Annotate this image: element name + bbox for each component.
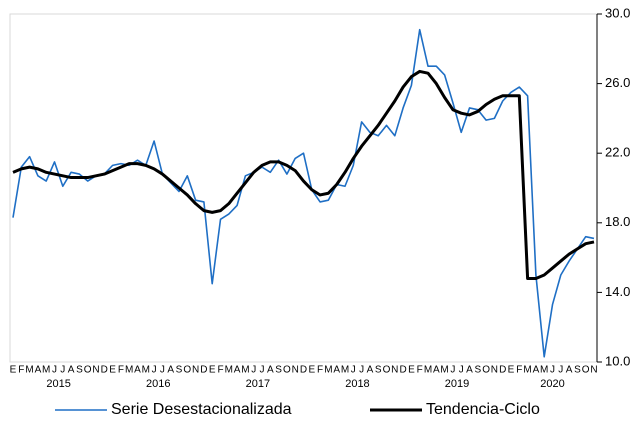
x-tick-label: A <box>68 365 75 376</box>
x-tick-label: J <box>260 365 265 376</box>
x-tick-label: A <box>533 365 540 376</box>
year-label: 2018 <box>345 378 369 390</box>
x-tick-label: F <box>516 365 522 376</box>
x-tick-label: J <box>550 365 555 376</box>
y-tick-label: 30.0 <box>605 5 630 20</box>
legend-label: Tendencia-Ciclo <box>426 401 540 418</box>
x-tick-label: A <box>367 365 374 376</box>
x-tick-label: E <box>10 365 17 376</box>
plot-frame <box>9 13 598 363</box>
x-tick-label: M <box>42 365 50 376</box>
x-tick-label: D <box>200 365 207 376</box>
x-tick-label: E <box>308 365 315 376</box>
x-tick-label: M <box>25 365 33 376</box>
x-tick-label: A <box>167 365 174 376</box>
x-tick-label: A <box>466 365 473 376</box>
x-tick-label: J <box>160 365 165 376</box>
x-tick-label: A <box>267 365 274 376</box>
x-tick-label: M <box>341 365 349 376</box>
x-tick-label: M <box>241 365 249 376</box>
x-tick-label: A <box>566 365 573 376</box>
x-tick-label: O <box>283 365 291 376</box>
x-tick-label: F <box>217 365 223 376</box>
series-line <box>12 28 595 358</box>
year-label: 2019 <box>445 378 469 390</box>
y-tick-label: 10.0 <box>605 353 630 368</box>
x-tick-label: E <box>109 365 116 376</box>
x-tick-label: S <box>474 365 481 376</box>
x-tick-label: E <box>209 365 216 376</box>
y-tick-label: 18.0 <box>605 214 630 229</box>
x-tick-label: N <box>590 365 597 376</box>
x-tick-label: A <box>234 365 241 376</box>
x-tick-label: O <box>183 365 191 376</box>
x-tick-label: F <box>18 365 24 376</box>
year-label: 2017 <box>246 378 270 390</box>
x-tick-label: D <box>101 365 108 376</box>
x-tick-label: S <box>375 365 382 376</box>
x-tick-label: M <box>225 365 233 376</box>
x-tick-label: S <box>176 365 183 376</box>
x-tick-label: M <box>125 365 133 376</box>
x-tick-label: J <box>359 365 364 376</box>
legend-label: Serie Desestacionalizada <box>111 401 292 418</box>
x-tick-label: J <box>450 365 455 376</box>
x-tick-label: S <box>76 365 83 376</box>
x-tick-label: D <box>300 365 307 376</box>
x-tick-label: N <box>491 365 498 376</box>
x-tick-label: O <box>383 365 391 376</box>
x-tick-label: J <box>459 365 464 376</box>
x-tick-label: M <box>440 365 448 376</box>
x-tick-label: S <box>275 365 282 376</box>
x-tick-label: A <box>134 365 141 376</box>
y-tick-label: 22.0 <box>605 145 630 160</box>
x-tick-label: J <box>251 365 256 376</box>
x-tick-label: O <box>84 365 92 376</box>
x-tick-label: D <box>399 365 406 376</box>
x-tick-label: J <box>558 365 563 376</box>
x-tick-label: A <box>333 365 340 376</box>
x-tick-label: N <box>92 365 99 376</box>
x-tick-label: O <box>482 365 490 376</box>
x-tick-label: J <box>152 365 157 376</box>
x-tick-label: A <box>35 365 42 376</box>
x-tick-label: N <box>391 365 398 376</box>
x-tick-label: F <box>118 365 124 376</box>
x-tick-label: M <box>142 365 150 376</box>
x-tick-label: M <box>324 365 332 376</box>
x-tick-label: D <box>499 365 506 376</box>
series-line <box>12 69 595 280</box>
x-tick-label: M <box>424 365 432 376</box>
year-label: 2020 <box>540 378 564 390</box>
x-tick-label: M <box>540 365 548 376</box>
x-tick-label: S <box>574 365 581 376</box>
x-tick-label: J <box>60 365 65 376</box>
x-tick-label: O <box>582 365 590 376</box>
x-tick-label: J <box>52 365 57 376</box>
y-tick-label: 14.0 <box>605 284 630 299</box>
year-label: 2016 <box>146 378 170 390</box>
y-tick-label: 26.0 <box>605 75 630 90</box>
x-tick-label: A <box>433 365 440 376</box>
x-tick-label: F <box>417 365 423 376</box>
x-tick-label: E <box>408 365 415 376</box>
x-tick-label: F <box>317 365 323 376</box>
x-tick-label: N <box>192 365 199 376</box>
x-tick-label: N <box>292 365 299 376</box>
x-tick-label: E <box>508 365 515 376</box>
x-tick-label: J <box>351 365 356 376</box>
year-label: 2015 <box>46 378 70 390</box>
x-tick-label: M <box>523 365 531 376</box>
